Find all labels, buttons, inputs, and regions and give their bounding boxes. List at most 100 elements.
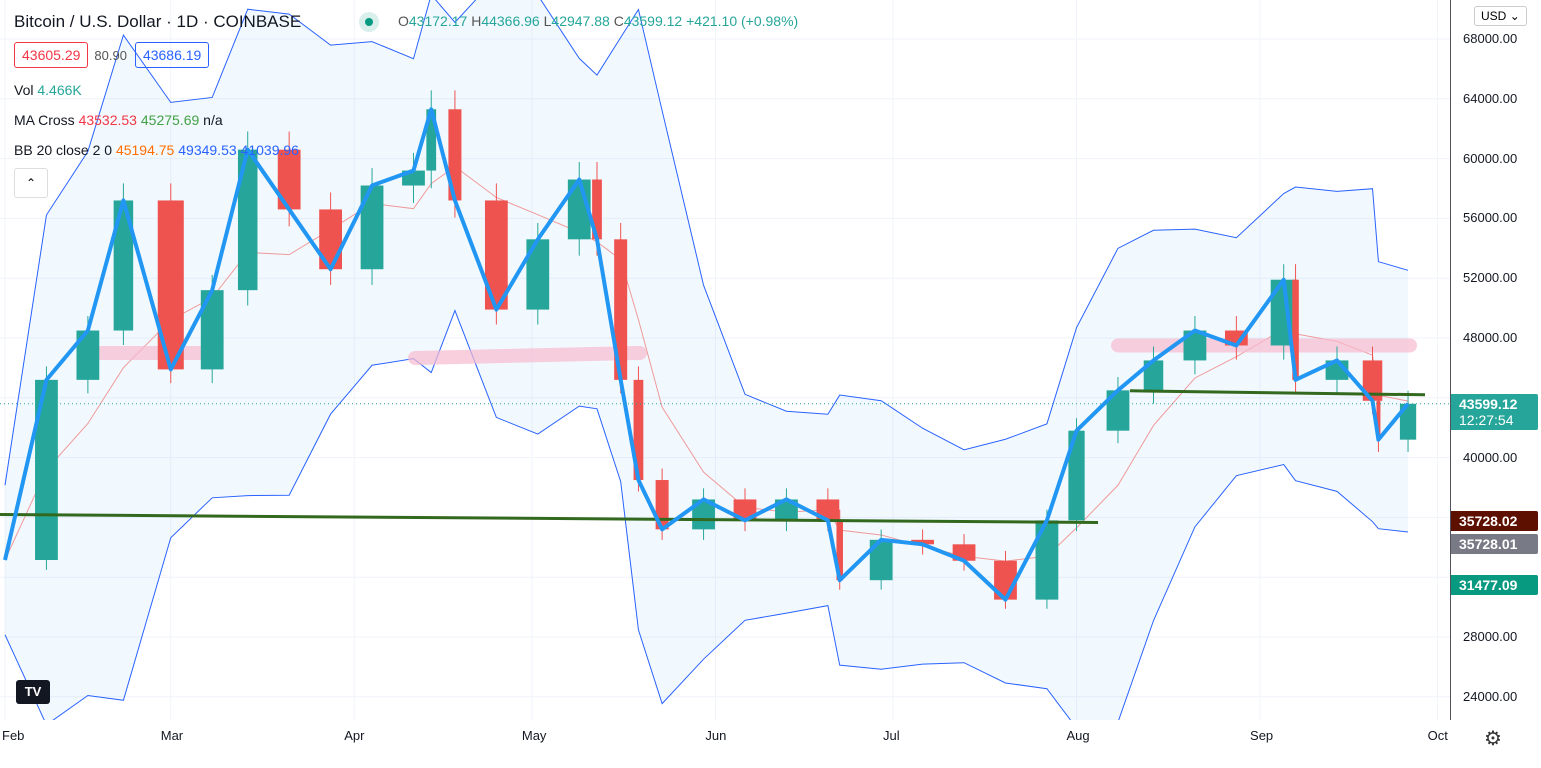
candle-body (655, 480, 669, 530)
price-axis[interactable]: 68000.00 64000.00 60000.00 56000.00 52000.00… (1450, 0, 1541, 720)
open-label: O (398, 13, 409, 29)
time-tick-label: Feb (2, 728, 25, 743)
price-tag-value: 31477.09 (1459, 577, 1518, 594)
candle-body (277, 149, 301, 210)
open-value: 43172.17 (408, 13, 468, 29)
ma-label: MA Cross (14, 112, 75, 128)
price-tag-value: 43599.12 (1459, 395, 1518, 412)
time-tick-label: Jun (705, 728, 727, 743)
time-tick-label: Aug (1066, 728, 1090, 743)
candle-body (1376, 400, 1381, 440)
price-tick-label: 48000.00 (1463, 330, 1518, 345)
candle-body (426, 109, 437, 171)
ohlc-values: O43172.17 H44366.96 L42947.88 C43599.12 … (398, 13, 798, 29)
ma-value-3: n/a (203, 112, 223, 128)
price-tick-label: 60000.00 (1463, 150, 1518, 166)
candle-body (1399, 403, 1417, 440)
price-tag-value: 35728.02 (1459, 513, 1518, 530)
candle-body (237, 149, 258, 291)
candle-body (113, 200, 134, 331)
candle-body (200, 290, 224, 370)
change-value: +421.10 (+0.98%) (686, 13, 799, 29)
quote-panel: 43605.29 80.90 43686.19 (14, 42, 215, 68)
price-tick-label: 64000.00 (1463, 90, 1518, 106)
candle-body (816, 499, 840, 521)
candle-body (1106, 390, 1130, 431)
ma-value-1: 43532.53 (78, 112, 137, 128)
high-label: H (471, 13, 482, 29)
candle-body (775, 499, 798, 521)
price-tick-label: 56000.00 (1463, 210, 1518, 226)
price-tag: 43599.12 12:27:54 (1451, 393, 1538, 430)
price-tag-value: 35728.01 (1459, 536, 1518, 553)
price-tick-label: 28000.00 (1463, 629, 1518, 644)
spread-value: 80.90 (94, 48, 127, 63)
currency-dropdown[interactable]: USD ⌄ (1474, 6, 1527, 26)
buy-button[interactable]: 43686.19 (134, 42, 210, 68)
bb-basis: 45194.75 (115, 142, 175, 158)
price-tag: 35728.01 (1451, 534, 1538, 555)
price-tag: 31477.09 (1451, 575, 1538, 596)
candle-body (448, 109, 462, 201)
candle-body (360, 185, 384, 270)
support-trendline (1129, 389, 1426, 397)
high-value: 44366.96 (481, 13, 540, 29)
candle-body (1183, 330, 1207, 361)
time-tick-label: Jul (883, 728, 900, 743)
candle-body (911, 539, 934, 545)
price-tick-label: 52000.00 (1463, 270, 1518, 286)
bb-label: BB 20 close 2 0 (14, 142, 113, 158)
market-status-icon (359, 12, 379, 32)
candle-body (633, 379, 644, 481)
candle-body (1035, 520, 1059, 600)
time-tick-label: May (521, 728, 547, 743)
chevron-down-icon: ⌄ (1509, 9, 1520, 23)
highlight-zone (408, 345, 647, 365)
sell-button[interactable]: 43605.29 (14, 42, 89, 68)
bollinger-upper-line (4, 0, 1409, 486)
vol-label: Vol (14, 82, 34, 98)
gear-icon[interactable]: ⚙ (1484, 728, 1502, 750)
candle-body (836, 520, 843, 581)
candle-body (526, 239, 550, 310)
time-tick-label: Oct (1427, 728, 1448, 743)
low-label: L (543, 13, 552, 29)
bb-legend[interactable]: BB 20 close 2 0 45194.75 49349.53 41039.… (14, 142, 299, 158)
price-chart[interactable] (0, 0, 1450, 720)
price-tag: 35728.02 (1451, 511, 1538, 532)
bollinger-lower-line (4, 309, 1409, 720)
candle-body (692, 499, 715, 530)
price-tick-label: 40000.00 (1463, 449, 1518, 465)
vol-value: 4.466K (37, 82, 82, 98)
close-value: 43599.12 (623, 13, 683, 29)
candle-body (614, 239, 628, 380)
time-tick-label: Sep (1250, 728, 1274, 743)
price-tick-label: 68000.00 (1463, 31, 1518, 46)
collapse-legend-button[interactable]: ⌃ (14, 168, 48, 198)
bb-upper: 49349.53 (178, 142, 237, 158)
low-value: 42947.88 (551, 13, 610, 29)
candle-body (869, 539, 893, 581)
tradingview-logo[interactable]: TV (16, 680, 50, 704)
time-tick-label: Mar (160, 728, 184, 743)
price-tick-label: 24000.00 (1463, 688, 1518, 704)
candle-body (484, 200, 508, 310)
time-tick-label: Apr (344, 728, 365, 743)
candle-body (1292, 279, 1299, 380)
candle-body (1068, 430, 1085, 521)
close-label: C (613, 13, 624, 29)
moving-average-line (4, 165, 1409, 562)
candle-body (76, 330, 100, 380)
ma-value-2: 45275.69 (140, 112, 200, 128)
symbol-title[interactable]: Bitcoin / U.S. Dollar · 1D · COINBASE (14, 12, 302, 31)
currency-label: USD (1481, 9, 1507, 23)
ma-cross-legend[interactable]: MA Cross 43532.53 45275.69 n/a (14, 112, 223, 128)
countdown-label: 12:27:54 (1459, 411, 1514, 428)
candle-body (1362, 360, 1383, 401)
bb-lower: 41039.96 (240, 142, 299, 158)
volume-legend[interactable]: Vol 4.466K (14, 82, 82, 98)
support-trendline (0, 512, 1099, 524)
candle-body (1143, 360, 1164, 391)
candle-body (733, 499, 757, 521)
candle-body (592, 179, 602, 240)
